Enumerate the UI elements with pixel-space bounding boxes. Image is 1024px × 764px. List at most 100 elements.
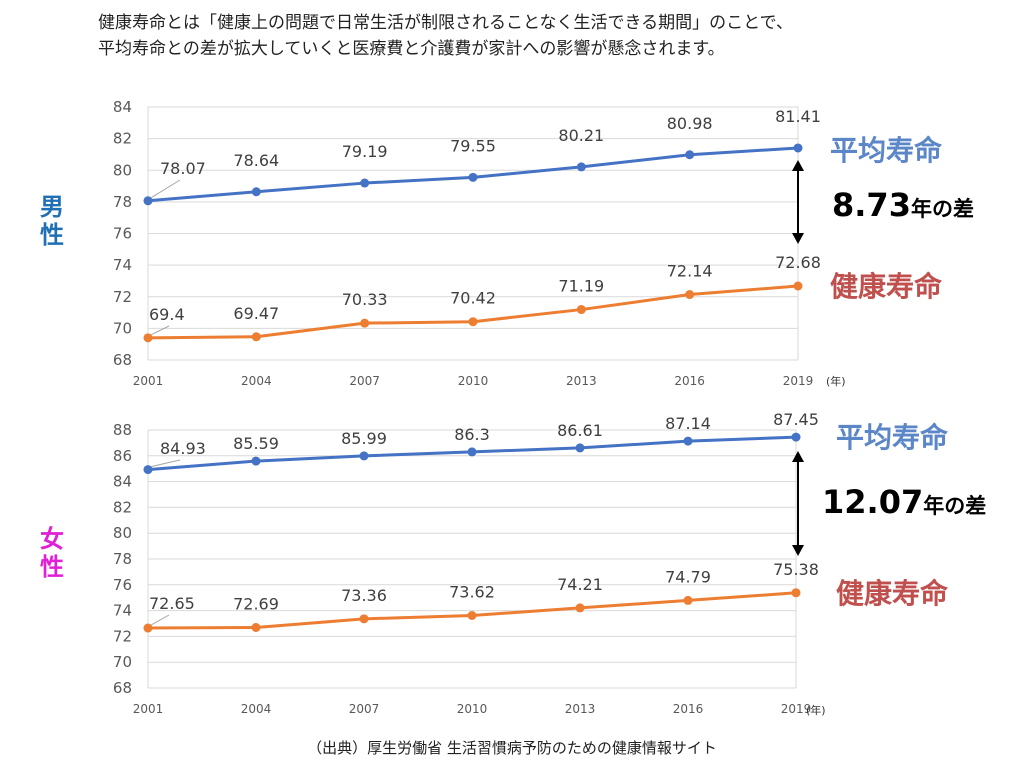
y-tick-label: 78 <box>113 550 132 568</box>
data-point-avg <box>251 187 261 197</box>
y-tick-label: 88 <box>113 421 132 439</box>
x-tick-label: 2019 <box>783 374 814 388</box>
data-label-healthy: 72.69 <box>233 594 279 613</box>
male-label-char-2: 性 <box>40 221 64 249</box>
data-point-avg <box>143 196 153 206</box>
data-label-avg: 80.98 <box>667 114 713 133</box>
data-label-leader <box>150 614 170 626</box>
data-label-healthy: 72.65 <box>149 594 195 613</box>
data-point-healthy <box>576 305 586 315</box>
data-label-healthy: 74.21 <box>557 575 603 594</box>
data-label-avg: 80.21 <box>558 126 604 145</box>
x-tick-label: 2013 <box>565 702 596 716</box>
data-label-healthy: 70.42 <box>450 289 496 308</box>
y-tick-label: 78 <box>113 193 132 211</box>
source-note: （出典）厚生労働省 生活習慣病予防のための健康情報サイト <box>307 739 717 757</box>
y-tick-label: 80 <box>113 524 132 542</box>
gap-label: 12.07年の差 <box>822 483 986 521</box>
data-point-avg <box>467 447 477 457</box>
data-point-healthy <box>359 614 369 624</box>
series-name-healthy: 健康寿命 <box>836 577 949 610</box>
data-label-healthy: 71.19 <box>558 277 604 296</box>
y-tick-label: 70 <box>113 653 132 671</box>
intro-line-2: 平均寿命との差が拡大していくと医療費と介護費が家計への影響が懸念されます。 <box>98 39 725 59</box>
data-label-avg: 85.59 <box>233 434 279 453</box>
y-tick-label: 80 <box>113 161 132 179</box>
y-tick-label: 72 <box>113 288 132 306</box>
x-axis-unit: (年) <box>806 703 826 717</box>
data-point-avg <box>793 143 803 153</box>
gap-arrow-head-top <box>792 160 804 171</box>
data-label-leader <box>150 325 170 336</box>
data-point-avg <box>143 465 153 475</box>
data-point-healthy <box>683 595 693 605</box>
y-tick-label: 74 <box>113 602 132 620</box>
x-tick-label: 2010 <box>458 374 489 388</box>
gap-arrow-head-bottom <box>792 233 804 244</box>
data-label-healthy: 73.36 <box>341 586 387 605</box>
gap-suffix: 年の差 <box>923 494 986 518</box>
data-label-healthy: 69.4 <box>149 305 185 324</box>
y-tick-label: 68 <box>113 679 132 697</box>
y-tick-label: 72 <box>113 627 132 645</box>
data-label-healthy: 75.38 <box>773 560 819 579</box>
data-point-avg <box>683 436 693 446</box>
data-label-leader <box>150 459 181 468</box>
data-point-healthy <box>793 281 803 291</box>
series-name-avg: 平均寿命 <box>836 421 949 454</box>
x-tick-label: 2007 <box>349 702 380 716</box>
data-point-healthy <box>143 333 153 343</box>
data-label-avg: 81.41 <box>775 107 821 126</box>
x-tick-label: 2013 <box>566 374 597 388</box>
data-label-healthy: 74.79 <box>665 567 711 586</box>
data-point-healthy <box>467 611 477 621</box>
data-label-avg: 78.64 <box>233 151 279 170</box>
data-point-healthy <box>251 332 261 342</box>
y-tick-label: 76 <box>113 225 132 243</box>
data-label-healthy: 70.33 <box>342 290 388 309</box>
y-tick-label: 70 <box>113 319 132 337</box>
x-axis-unit: (年) <box>826 374 846 388</box>
x-tick-label: 2016 <box>673 702 704 716</box>
x-tick-label: 2001 <box>133 374 164 388</box>
data-point-avg <box>576 162 586 172</box>
gap-arrow-head-top <box>792 451 804 462</box>
y-tick-label: 74 <box>113 256 132 274</box>
data-label-healthy: 72.68 <box>775 253 821 272</box>
male-panel-label: 男 性 <box>37 193 67 249</box>
data-label-avg: 87.45 <box>773 410 819 429</box>
data-point-healthy <box>468 317 478 327</box>
data-label-avg: 86.3 <box>454 425 490 444</box>
data-label-avg: 79.19 <box>342 142 388 161</box>
male-label-char-1: 男 <box>40 193 64 221</box>
gap-value: 12.07 <box>822 483 923 521</box>
data-point-avg <box>575 443 585 453</box>
data-point-healthy <box>685 290 695 300</box>
data-point-avg <box>468 172 478 182</box>
data-label-avg: 78.07 <box>160 159 206 178</box>
female-label-char-1: 女 <box>40 525 64 553</box>
data-label-avg: 87.14 <box>665 414 711 433</box>
data-label-leader <box>150 179 181 199</box>
data-label-avg: 85.99 <box>341 429 387 448</box>
x-tick-label: 2001 <box>133 702 164 716</box>
y-tick-label: 82 <box>113 498 132 516</box>
series-name-healthy: 健康寿命 <box>830 270 943 303</box>
data-point-avg <box>360 178 370 188</box>
y-tick-label: 76 <box>113 576 132 594</box>
x-tick-label: 2010 <box>457 702 488 716</box>
gap-suffix: 年の差 <box>911 197 974 221</box>
y-tick-label: 68 <box>113 351 132 369</box>
data-point-healthy <box>575 603 585 613</box>
gap-label: 8.73年の差 <box>832 186 974 224</box>
series-name-avg: 平均寿命 <box>830 134 943 167</box>
intro-line-1: 健康寿命とは「健康上の問題で日常生活が制限されることなく生活できる期間」のことで… <box>98 13 793 33</box>
x-tick-label: 2019 <box>781 702 812 716</box>
female-panel-label: 女 性 <box>37 525 67 581</box>
x-tick-label: 2004 <box>241 374 272 388</box>
y-tick-label: 84 <box>113 473 132 491</box>
y-tick-label: 86 <box>113 447 132 465</box>
data-label-healthy: 69.47 <box>233 304 279 323</box>
data-label-avg: 86.61 <box>557 421 603 440</box>
